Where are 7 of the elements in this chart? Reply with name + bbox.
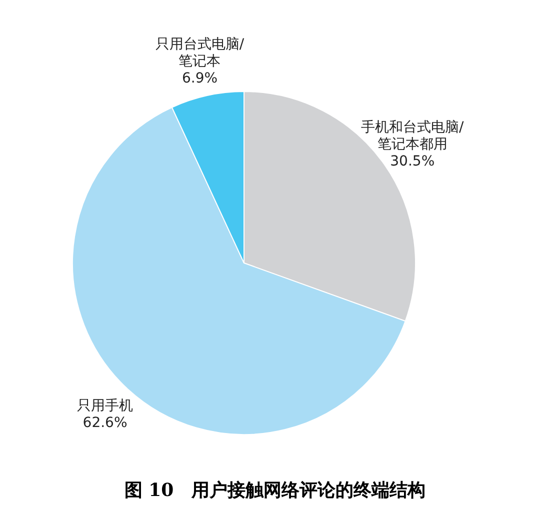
slice-label: 只用手机	[77, 398, 134, 414]
data-label: 30.5%	[390, 153, 435, 170]
data-label: 6.9%	[182, 70, 218, 87]
text: 图 10 用户接触网络评论的终端结构	[123, 479, 427, 502]
slice-label: 手机和台式电脑/笔记本都用	[361, 119, 464, 152]
slice-label: 只用台式电脑/笔记本	[155, 36, 244, 70]
data-label: 62.6%	[82, 414, 128, 431]
